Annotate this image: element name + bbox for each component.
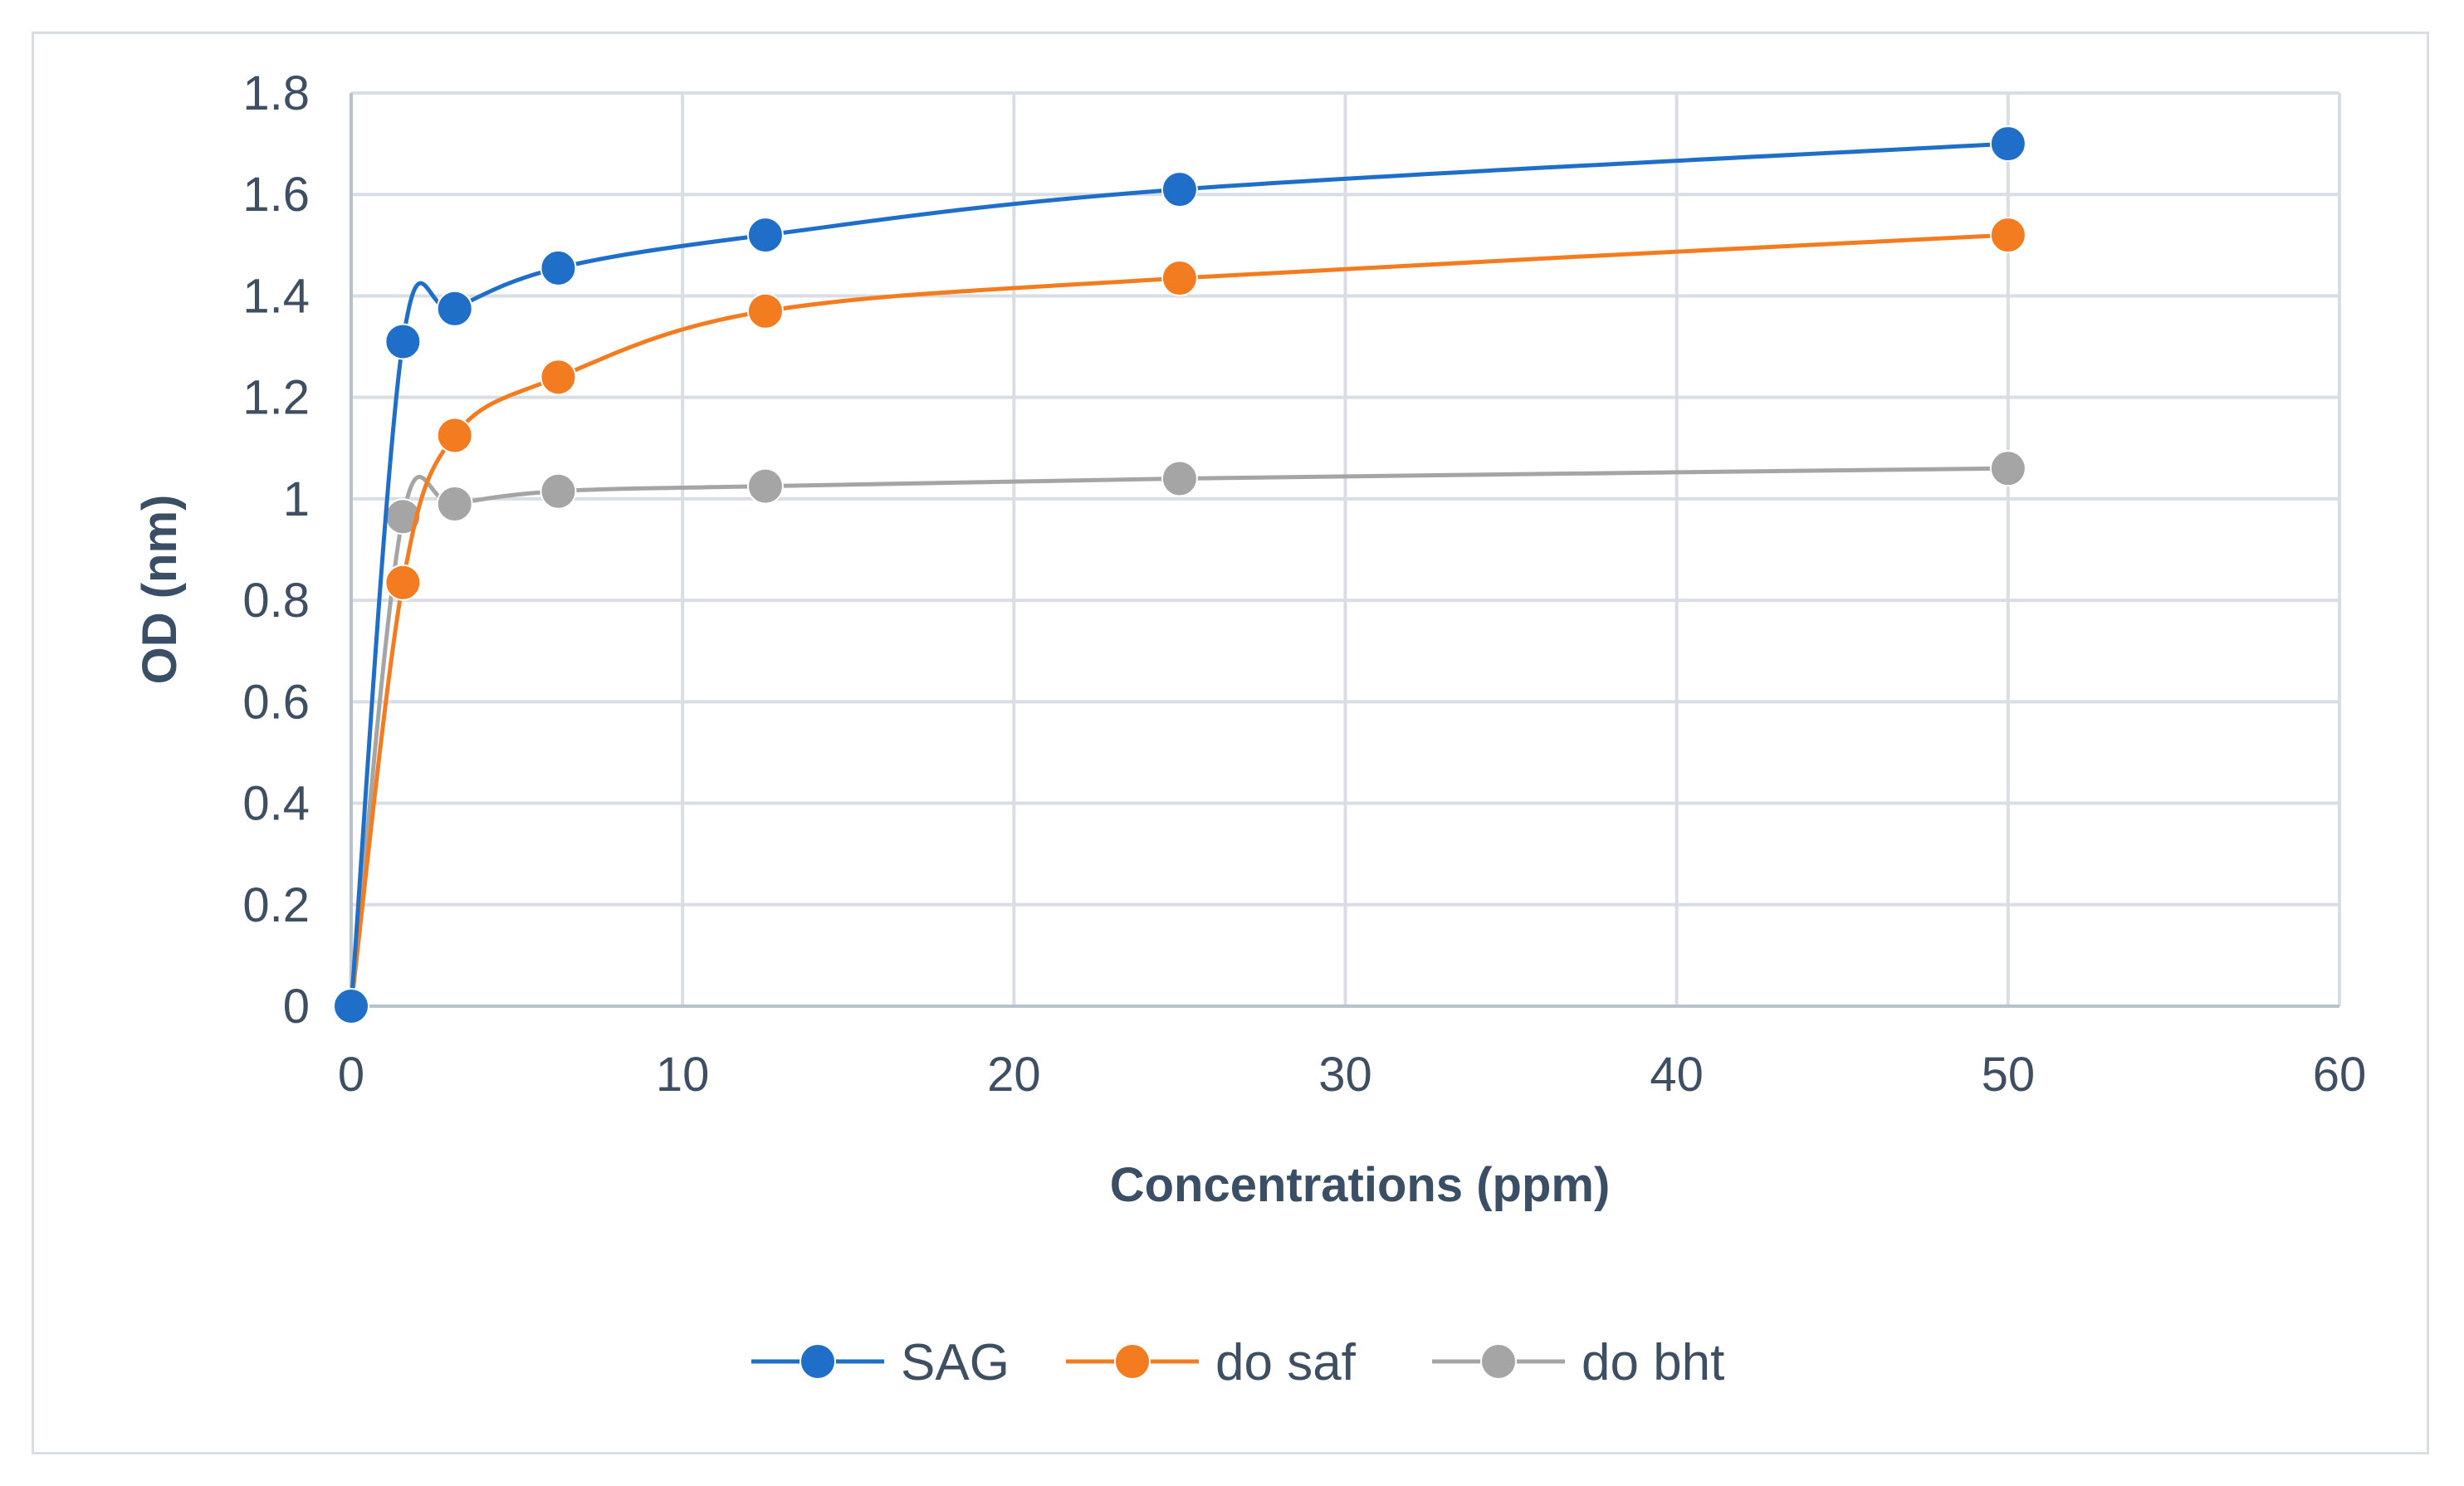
y-tick-label: 0 [283, 980, 310, 1034]
legend-label-do-saf: do saf [1215, 1334, 1357, 1391]
x-tick-label: 20 [987, 1048, 1041, 1102]
y-tick-label: 0.2 [242, 878, 310, 932]
data-point-do-saf [746, 292, 784, 330]
data-point-do-bht [436, 486, 473, 522]
data-point-do-saf [1161, 260, 1198, 297]
data-point-do-bht [746, 467, 784, 505]
x-axis-title: Concentrations (ppm) [1110, 1158, 1611, 1212]
x-tick-label: 10 [656, 1048, 710, 1102]
x-tick-label: 60 [2313, 1048, 2367, 1102]
y-tick-label: 0.8 [242, 574, 310, 628]
axes [350, 93, 2339, 1008]
series-line-sag [349, 141, 2008, 1007]
series-group [333, 125, 2026, 1024]
x-tick-labels: 0 10 20 30 40 50 60 [338, 1048, 2366, 1102]
y-tick-label: 0.4 [242, 777, 310, 831]
y-tick-label: 1 [283, 472, 310, 526]
series-line-do-bht [349, 466, 2008, 1007]
legend-marker-do-saf [1114, 1343, 1151, 1380]
data-point-do-bht [1161, 460, 1198, 497]
y-tick-label: 1.4 [242, 269, 310, 323]
data-point-sag [540, 249, 577, 286]
data-point-do-saf [1989, 217, 2026, 254]
legend-marker-sag [799, 1343, 836, 1380]
x-tick-label: 40 [1650, 1048, 1704, 1102]
y-tick-label: 0.6 [242, 675, 310, 729]
legend-label-do-bht: do bht [1582, 1334, 1724, 1391]
data-point-do-saf [436, 417, 473, 454]
legend-label-sag: SAG [901, 1334, 1010, 1391]
series-line-do-saf [349, 232, 2008, 1007]
legend: SAG do saf do bht [751, 1334, 1724, 1391]
y-tick-label: 1.2 [242, 371, 310, 425]
y-tick-labels: 0 0.2 0.4 0.6 0.8 1 1.2 1.4 1.6 1.8 [242, 66, 310, 1034]
y-axis-title: OD (nm) [133, 495, 187, 685]
data-point-sag [746, 217, 784, 254]
data-point-do-bht [540, 472, 577, 510]
data-point-sag [384, 323, 422, 360]
data-point-do-bht [1989, 450, 2026, 487]
data-point-do-saf [384, 564, 422, 601]
legend-marker-do-bht [1480, 1343, 1517, 1380]
y-tick-label: 1.8 [242, 66, 310, 120]
data-point-sag [436, 290, 473, 327]
data-point-sag [1161, 171, 1198, 208]
y-tick-label: 1.6 [242, 168, 310, 222]
x-tick-label: 50 [1982, 1048, 2036, 1102]
data-point-sag [1989, 125, 2026, 163]
x-tick-label: 0 [338, 1048, 364, 1102]
data-point-do-saf [540, 359, 577, 396]
data-point-sag [333, 988, 369, 1024]
chart-frame [32, 32, 2429, 1454]
x-tick-label: 30 [1318, 1048, 1372, 1102]
grid-lines [350, 91, 2341, 1008]
